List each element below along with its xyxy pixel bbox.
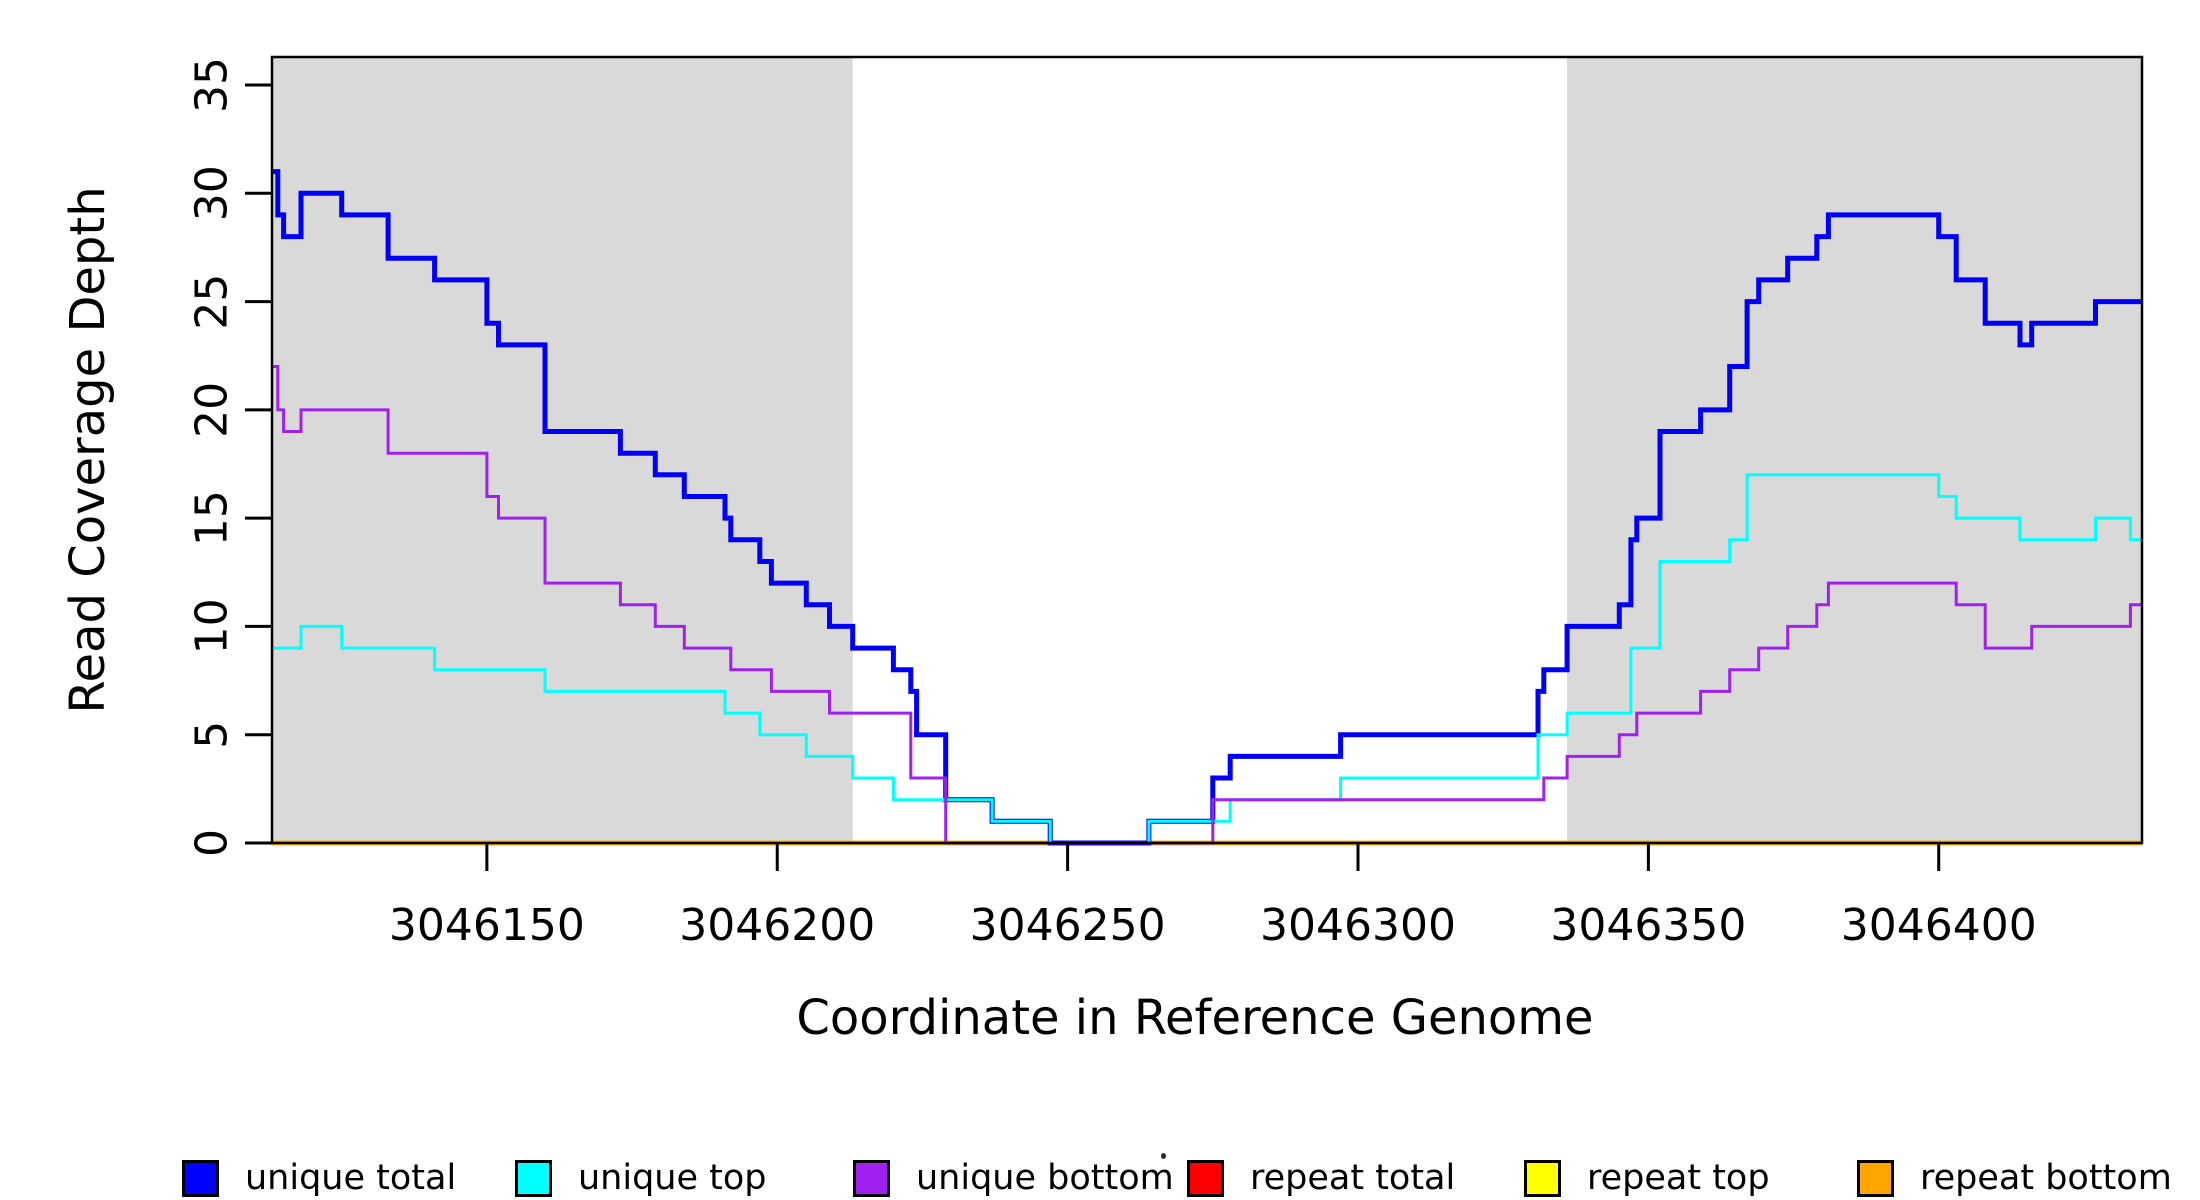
x-tick-label: 3046300 [1260,900,1456,951]
legend-label: repeat bottom [1920,1158,2172,1198]
y-tick-label: 15 [187,490,238,546]
legend-label: unique top [578,1158,767,1198]
legend-item-repeat-top: repeat top [1524,1160,1770,1197]
repeat-total-swatch-icon [1187,1160,1224,1197]
legend-item-repeat-total: repeat total [1187,1160,1455,1197]
repeat-bottom-swatch-icon [1857,1160,1894,1197]
y-tick-label: 10 [187,598,238,654]
y-tick-label: 35 [187,57,238,113]
x-axis-title: Coordinate in Reference Genome [796,990,1594,1046]
legend-label: repeat total [1250,1158,1456,1198]
x-tick-label: 3046350 [1550,900,1746,951]
repeat-region-shading [272,57,853,843]
y-tick-label: 25 [187,274,238,330]
axis-ticks-layer [245,83,1941,871]
axis-tick-labels-layer: 3046150 3046200 3046250 3046300 3046350 30464… [187,57,2037,951]
legend-item-unique-total: unique total [182,1160,456,1197]
plot-box [270,55,2144,845]
unique-top-swatch-icon [515,1160,552,1197]
shaded-regions-layer [272,57,2142,843]
repeat-region-shading [1567,57,2142,843]
y-tick-label: 30 [187,165,238,221]
plot-box-layer [270,55,2144,845]
x-tick-label: 3046400 [1841,900,2037,951]
x-tick-label: 3046200 [679,900,875,951]
legend: unique total unique top unique bottom re… [0,1160,2200,1200]
legend-label: repeat top [1587,1158,1770,1198]
y-tick-label: 5 [187,721,238,749]
legend-item-repeat-bottom: repeat bottom [1857,1160,2172,1197]
y-tick-label: 20 [187,382,238,438]
legend-item-unique-top: unique top [515,1160,767,1197]
series-line-unique-top [272,473,2142,845]
repeat-top-swatch-icon [1524,1160,1561,1197]
y-axis-title: Read Coverage Depth [60,186,116,714]
y-tick-label: 0 [187,829,238,857]
legend-label: unique bottom [916,1158,1174,1198]
x-tick-label: 3046150 [389,900,585,951]
x-tick-label: 3046250 [970,900,1166,951]
legend-label: unique total [245,1158,457,1198]
unique-total-swatch-icon [182,1160,219,1197]
stray-dot-artifact [1161,1153,1166,1159]
legend-item-unique-bottom: unique bottom [853,1160,1174,1197]
unique-bottom-swatch-icon [853,1160,890,1197]
